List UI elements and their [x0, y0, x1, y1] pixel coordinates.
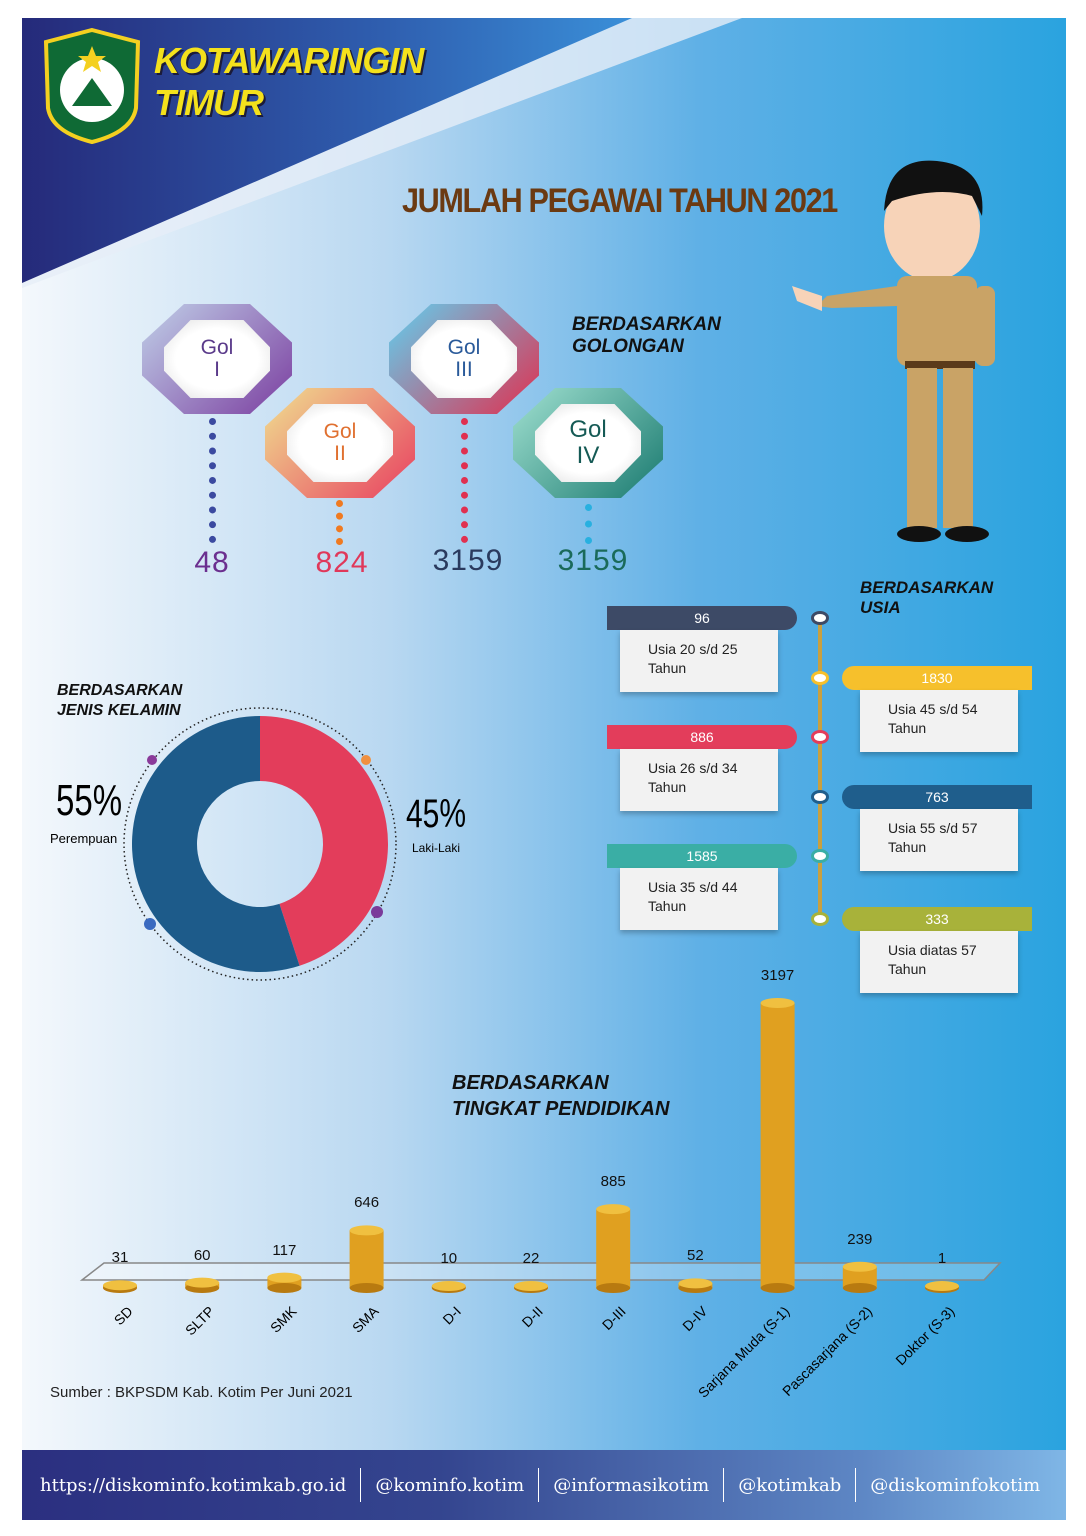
- timeline-node: [811, 730, 829, 744]
- gender-donut: [123, 707, 397, 981]
- source-note: Sumber : BKPSDM Kab. Kotim Per Juni 2021: [50, 1384, 353, 1401]
- pendidikan-bar-chart: [79, 998, 1002, 1293]
- header-band: [22, 18, 742, 288]
- bar-value-label: 52: [687, 1247, 704, 1265]
- gol-2-value: 824: [315, 546, 369, 579]
- footer-social-2[interactable]: @informasikotim: [553, 1474, 710, 1496]
- gol-2-connector: [336, 500, 343, 545]
- golongan-heading: BERDASARKAN GOLONGAN: [572, 314, 721, 357]
- footer: https://diskominfo.kotimkab.go.id @komin…: [22, 1450, 1066, 1520]
- timeline-node: [811, 849, 829, 863]
- gol-1-value: 48: [194, 546, 230, 579]
- usia-range: Usia 55 s/d 57: [888, 820, 978, 836]
- officer-illustration: [792, 160, 995, 542]
- brand-line1: KOTAWARINGIN: [154, 40, 424, 81]
- usia-range: Usia diatas 57: [888, 942, 977, 958]
- timeline-node: [811, 611, 829, 625]
- usia-unit: Tahun: [888, 720, 927, 736]
- donut-dotted-ring: [123, 707, 397, 981]
- kotim-logo: [43, 28, 141, 144]
- brand-name: KOTAWARINGIN TIMUR: [154, 40, 424, 124]
- bar-value-label: 1: [937, 1250, 947, 1267]
- gol-4-connector: [585, 504, 592, 544]
- usia-card: Usia diatas 57 Tahun: [860, 931, 1018, 993]
- bar-value-label: 117: [272, 1241, 297, 1259]
- footer-social-1[interactable]: @kominfo.kotim: [375, 1474, 525, 1496]
- usia-heading: BERDASARKAN USIA: [860, 578, 994, 617]
- bar-value-label: 60: [193, 1246, 211, 1264]
- usia-range: Usia 26 s/d 34: [648, 760, 738, 776]
- footer-website-link[interactable]: https://diskominfo.kotimkab.go.id: [40, 1474, 347, 1496]
- usia-range: Usia 20 s/d 25: [648, 641, 738, 657]
- gol-4-value: 3159: [557, 544, 629, 577]
- bar: [185, 1277, 220, 1293]
- bar-value-label: 3197: [760, 967, 795, 984]
- donut-slice-perempuan: [131, 716, 300, 972]
- timeline-node: [811, 790, 829, 804]
- bar-value-label: 646: [354, 1194, 380, 1212]
- timeline-node: [811, 671, 829, 685]
- usia-range: Usia 35 s/d 44: [648, 879, 738, 895]
- usia-card: Usia 35 s/d 44 Tahun: [620, 868, 778, 930]
- usia-card: Usia 26 s/d 34 Tahun: [620, 749, 778, 811]
- bar-value-label: 31: [111, 1249, 129, 1267]
- usia-card: Usia 45 s/d 54 Tahun: [860, 690, 1018, 752]
- usia-value-tag: 333: [842, 907, 1032, 931]
- usia-timeline: [818, 618, 822, 918]
- usia-range: Usia 45 s/d 54: [888, 701, 978, 717]
- bar: [103, 1280, 137, 1293]
- usia-value-tag: 1585: [607, 844, 797, 868]
- brand-line2: TIMUR: [154, 82, 264, 123]
- gol-4-badge: Gol IV: [513, 388, 663, 498]
- bar-value-label: 22: [522, 1250, 540, 1267]
- gol-1-badge: Gol I: [142, 304, 292, 414]
- bar: [349, 1225, 384, 1293]
- gol-3-value: 3159: [432, 544, 504, 577]
- female-label: Perempuan: [50, 831, 118, 846]
- gender-heading: BERDASARKAN JENIS KELAMIN: [57, 682, 183, 719]
- page-title: JUMLAH PEGAWAI TAHUN 2021: [402, 182, 838, 220]
- male-percentage: 45%: [406, 792, 467, 836]
- bar: [267, 1272, 302, 1293]
- bar: [431, 1281, 466, 1293]
- bar-value-label: 239: [847, 1230, 873, 1248]
- usia-unit: Tahun: [888, 839, 927, 855]
- timeline-node: [811, 912, 829, 926]
- donut-slice-laki-laki: [260, 716, 388, 966]
- footer-social-4[interactable]: @diskominfokotim: [870, 1474, 1041, 1496]
- male-label: Laki-Laki: [412, 841, 461, 855]
- usia-card: Usia 55 s/d 57 Tahun: [860, 809, 1018, 871]
- bar: [842, 1261, 877, 1293]
- footer-social-3[interactable]: @kotimkab: [738, 1474, 842, 1496]
- bar-value-label: 10: [440, 1250, 458, 1267]
- female-percentage: 55%: [56, 776, 123, 825]
- bar: [925, 1281, 959, 1293]
- gol-3-badge: Gol III: [389, 304, 539, 414]
- gol-2-badge: Gol II: [265, 388, 415, 498]
- bar: [596, 1204, 631, 1293]
- usia-value-tag: 1830: [842, 666, 1032, 690]
- usia-value-tag: 763: [842, 785, 1032, 809]
- usia-card: Usia 20 s/d 25 Tahun: [620, 630, 778, 692]
- gol-3-connector: [461, 418, 468, 543]
- bar: [514, 1281, 548, 1293]
- poster: KOTAWARINGIN TIMUR JUMLAH PEGAWAI TAHUN 2…: [22, 18, 1066, 1520]
- bar: [760, 998, 795, 1293]
- bar: [678, 1278, 713, 1293]
- usia-unit: Tahun: [888, 961, 927, 977]
- usia-value-tag: 886: [607, 725, 797, 749]
- usia-unit: Tahun: [648, 660, 687, 676]
- gol-1-connector: [209, 418, 216, 543]
- pendidikan-heading: BERDASARKAN TINGKAT PENDIDIKAN: [452, 1072, 670, 1120]
- bar-value-label: 885: [600, 1173, 626, 1191]
- usia-unit: Tahun: [648, 898, 687, 914]
- usia-value-tag: 96: [607, 606, 797, 630]
- usia-unit: Tahun: [648, 779, 687, 795]
